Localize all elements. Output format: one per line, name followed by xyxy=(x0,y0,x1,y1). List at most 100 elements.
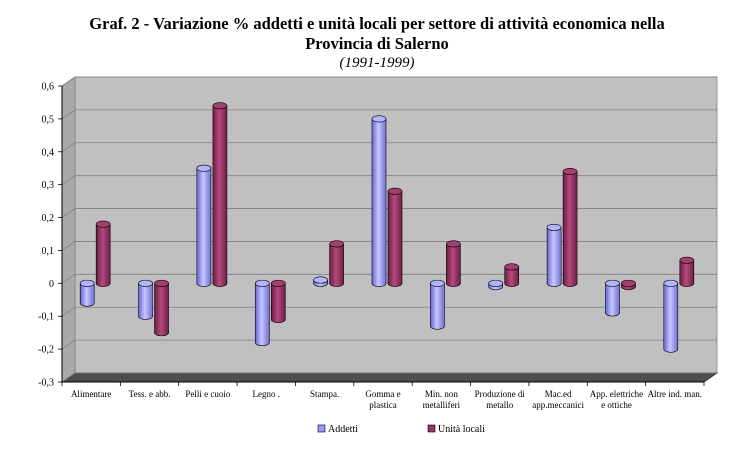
bar-unita-locali xyxy=(95,220,111,287)
gridline xyxy=(61,372,717,383)
bar-addetti xyxy=(371,115,387,287)
y-tick-label: -0,1 xyxy=(38,312,54,323)
y-tick-label: 0,2 xyxy=(42,213,55,224)
gridlines xyxy=(58,76,717,383)
bar-unita-locali xyxy=(504,263,520,287)
bar-top xyxy=(79,279,95,287)
bar-fill xyxy=(96,224,110,284)
bar-addetti xyxy=(254,279,270,347)
category-label: Altre ind. man. xyxy=(648,389,703,399)
bar-top xyxy=(313,276,328,284)
bar-fill xyxy=(197,168,211,284)
bars xyxy=(79,102,695,353)
bar-addetti xyxy=(313,276,328,287)
gridline xyxy=(61,109,717,120)
bar-fill xyxy=(372,118,386,284)
bar-top xyxy=(663,279,679,287)
bar-fill xyxy=(547,227,561,284)
bar-unita-locali xyxy=(446,240,461,287)
bar-addetti xyxy=(196,164,212,287)
gridline xyxy=(61,208,717,218)
category-label: Min. non metalliferi xyxy=(423,389,461,410)
bar-fill xyxy=(446,243,460,284)
bar-top xyxy=(546,223,562,231)
bar-top xyxy=(446,240,461,248)
category-label: Alimentare xyxy=(71,389,111,399)
bar-addetti xyxy=(430,279,445,330)
bar-unita-locali xyxy=(679,256,695,287)
bar-fill xyxy=(505,266,519,284)
y-tick-label: 0,4 xyxy=(42,147,55,158)
bar-top xyxy=(371,115,387,123)
bar-top xyxy=(270,279,286,287)
bar-unita-locali xyxy=(329,240,344,287)
bar-top xyxy=(605,279,620,287)
bar-top xyxy=(196,164,212,172)
y-tick-label: 0,3 xyxy=(42,180,55,191)
bar-top xyxy=(488,279,504,287)
bar-addetti xyxy=(79,279,95,307)
bar-top xyxy=(212,102,228,110)
bar-top xyxy=(329,240,344,248)
legend-label: Unità locali xyxy=(438,424,485,435)
y-tick-label: -0,2 xyxy=(38,345,54,356)
bar-fill xyxy=(138,283,153,317)
bar-fill xyxy=(605,283,620,313)
legend-swatch xyxy=(317,424,326,433)
bar-fill xyxy=(388,191,402,284)
bar-fill xyxy=(154,283,169,333)
category-label: Gomma e plastica xyxy=(365,389,400,410)
category-label: Tess. e abb. xyxy=(129,389,171,399)
bar-addetti xyxy=(605,279,620,317)
bar-fill xyxy=(563,171,577,284)
bar-fill xyxy=(664,283,678,350)
bar-top xyxy=(430,279,445,287)
bar-fill xyxy=(330,243,344,284)
chart-title: Graf. 2 - Variazione % addetti e unità l… xyxy=(89,14,665,33)
chart-subtitle: (1991-1999) xyxy=(339,55,415,71)
gridline xyxy=(61,273,717,284)
category-label: Pelli e cuoio xyxy=(185,389,230,399)
gridline xyxy=(61,306,717,317)
category-label: Mac.ed app.meccanici xyxy=(532,389,584,410)
gridline xyxy=(61,175,717,185)
category-label: App. elettriche e ottiche xyxy=(590,389,643,410)
y-tick-label: -0,3 xyxy=(38,378,54,389)
bar-top xyxy=(504,263,520,271)
y-tick-label: 0 xyxy=(49,279,54,290)
bar-addetti xyxy=(138,279,153,320)
axes xyxy=(61,86,705,386)
category-label: Stampa. xyxy=(310,389,339,399)
gridline xyxy=(61,339,717,350)
legend-swatch xyxy=(427,424,436,433)
y-tick-label: 0,5 xyxy=(42,114,55,125)
bar-fill xyxy=(430,283,444,327)
bar-top xyxy=(138,279,153,287)
chart-title-line2: Provincia di Salerno xyxy=(305,34,449,53)
legend: Addetti Unità locali xyxy=(317,424,485,435)
bar-top xyxy=(679,256,695,264)
bar-unita-locali xyxy=(212,102,228,287)
bar-top xyxy=(254,279,270,287)
bar-addetti xyxy=(488,279,504,291)
legend-label: Addetti xyxy=(328,424,358,435)
bar-top xyxy=(562,168,578,176)
gridline xyxy=(61,76,717,87)
chart-title-block: Graf. 2 - Variazione % addetti e unità l… xyxy=(0,14,754,72)
bar-fill xyxy=(255,283,269,343)
bar-fill xyxy=(680,260,694,284)
bar-top xyxy=(387,187,403,195)
bar-unita-locali xyxy=(270,279,286,324)
bar-top xyxy=(154,279,169,287)
category-label: Produzione di metallo xyxy=(475,389,526,410)
bar-unita-locali xyxy=(154,279,169,337)
bar-unita-locali xyxy=(387,187,403,287)
y-tick-label: 0,6 xyxy=(42,82,55,93)
bar-fill xyxy=(213,105,227,284)
floor xyxy=(60,372,719,383)
tick-labels: 0,6 0,5 0,4 0,3 0,2 0,1 0 -0,1 -0,2 -0,3 Alimentar… xyxy=(38,82,702,411)
bar-unita-locali xyxy=(621,279,636,291)
bar-addetti xyxy=(546,223,562,287)
bar-fill xyxy=(271,283,285,320)
